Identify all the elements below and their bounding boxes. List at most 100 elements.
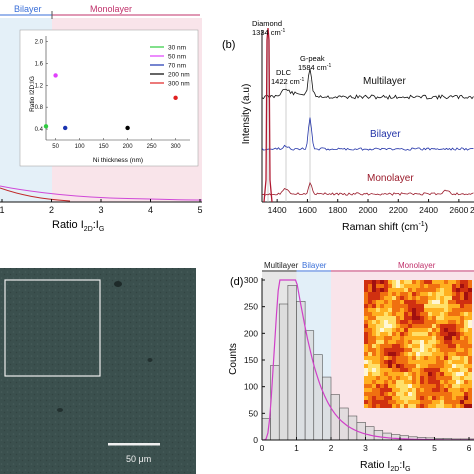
heatmap-cell (444, 360, 448, 364)
heatmap-cell (392, 356, 396, 360)
heatmap-cell (388, 308, 392, 312)
heatmap-cell (400, 380, 404, 384)
multilayer-label-d: Multilayer (264, 261, 299, 270)
heatmap-cell (408, 404, 412, 408)
heatmap-cell (436, 292, 440, 296)
heatmap-cell (464, 336, 468, 340)
heatmap-cell (460, 348, 464, 352)
heatmap-cell (468, 360, 472, 364)
heatmap-cell (456, 340, 460, 344)
heatmap-cell (412, 372, 416, 376)
heatmap-cell (416, 400, 420, 404)
heatmap-cell (464, 324, 468, 328)
heatmap-cell (444, 304, 448, 308)
heatmap-cell (464, 308, 468, 312)
heatmap-cell (424, 388, 428, 392)
heatmap-cell (376, 360, 380, 364)
heatmap-cell (368, 296, 372, 300)
heatmap-cell (464, 316, 468, 320)
heatmap-cell (412, 312, 416, 316)
heatmap-cell (460, 296, 464, 300)
heatmap-cell (456, 332, 460, 336)
heatmap-cell (424, 332, 428, 336)
heatmap-cell (408, 360, 412, 364)
heatmap-cell (372, 284, 376, 288)
heatmap-cell (412, 356, 416, 360)
heatmap-cell (408, 320, 412, 324)
heatmap-cell (372, 396, 376, 400)
heatmap-cell (412, 384, 416, 388)
heatmap-cell (372, 304, 376, 308)
heatmap-cell (392, 284, 396, 288)
heatmap-cell (424, 320, 428, 324)
heatmap-cell (388, 332, 392, 336)
heatmap-cell (392, 344, 396, 348)
heatmap-cell (396, 364, 400, 368)
heatmap-cell (400, 372, 404, 376)
heatmap-cell (400, 400, 404, 404)
heatmap-cell (412, 360, 416, 364)
heatmap-cell (464, 376, 468, 380)
heatmap-cell (364, 312, 368, 316)
heatmap-cell (436, 372, 440, 376)
heatmap-cell (452, 364, 456, 368)
heatmap-cell (404, 312, 408, 316)
heatmap-cell (428, 392, 432, 396)
heatmap-cell (368, 332, 372, 336)
heatmap-cell (448, 396, 452, 400)
heatmap-cell (372, 308, 376, 312)
heatmap-cell (440, 280, 444, 284)
heatmap-cell (376, 308, 380, 312)
heatmap-cell (420, 388, 424, 392)
heatmap-cell (364, 316, 368, 320)
heatmap-cell (444, 372, 448, 376)
heatmap-cell (452, 324, 456, 328)
histogram-bar (373, 430, 384, 440)
heatmap-cell (436, 356, 440, 360)
heatmap-cell (468, 388, 472, 392)
heatmap-cell (456, 316, 460, 320)
particle (114, 281, 122, 287)
heatmap-cell (380, 384, 384, 388)
heatmap-cell (380, 296, 384, 300)
heatmap-cell (416, 396, 420, 400)
heatmap-cell (440, 364, 444, 368)
heatmap-cell (396, 328, 400, 332)
heatmap-cell (396, 396, 400, 400)
heatmap-cell (464, 364, 468, 368)
heatmap-cell (388, 300, 392, 304)
heatmap-cell (440, 352, 444, 356)
heatmap-cell (452, 328, 456, 332)
heatmap-cell (424, 300, 428, 304)
heatmap-cell (388, 392, 392, 396)
heatmap-cell (404, 288, 408, 292)
heatmap-cell (428, 372, 432, 376)
heatmap-cell (364, 344, 368, 348)
heatmap-cell (424, 400, 428, 404)
heatmap-cell (388, 296, 392, 300)
panel-d: (d) Multilayer Bilayer Monolayer 0501001… (228, 261, 474, 473)
inset-x-tick: 250 (147, 144, 158, 150)
gpeak-value: 1584 cm-1 (298, 63, 331, 72)
heatmap-cell (420, 352, 424, 356)
heatmap-cell (444, 340, 448, 344)
heatmap-cell (452, 348, 456, 352)
heatmap-cell (468, 308, 472, 312)
heatmap-cell (424, 304, 428, 308)
heatmap-cell (468, 384, 472, 388)
heatmap-cell (416, 364, 420, 368)
heatmap-cell (364, 328, 368, 332)
heatmap-cell (384, 316, 388, 320)
heatmap-cell (428, 380, 432, 384)
heatmap-cell (424, 288, 428, 292)
heatmap-cell (388, 320, 392, 324)
heatmap-cell (388, 336, 392, 340)
x-ticks-d: 0 1 2 3 4 5 6 (260, 437, 472, 453)
heatmap-cell (372, 320, 376, 324)
x-tick-d: 3 (363, 443, 368, 453)
heatmap-cell (464, 356, 468, 360)
heatmap-cell (448, 360, 452, 364)
x-tick-d: 6 (467, 443, 472, 453)
heatmap-cell (468, 364, 472, 368)
heatmap-cell (376, 396, 380, 400)
